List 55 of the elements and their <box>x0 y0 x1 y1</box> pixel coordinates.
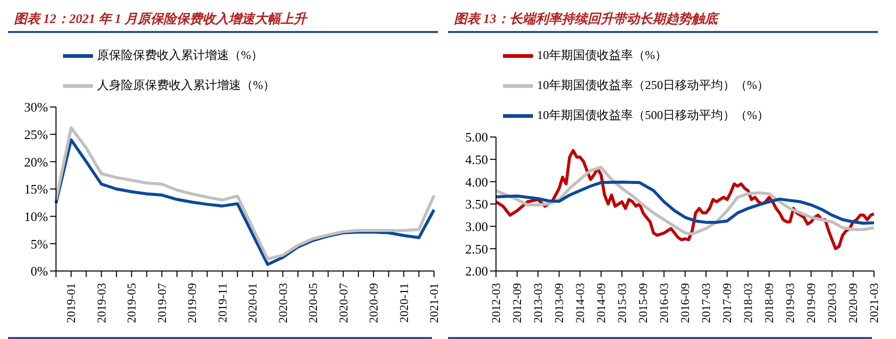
x-tick-label: 2013-03 <box>530 283 545 323</box>
x-tick-label: 2020-11 <box>396 283 411 323</box>
x-tick-label: 2019-09 <box>185 283 200 323</box>
legend-label: 10年期国债收益率（250日移动平均）（%） <box>537 78 769 92</box>
legend-label: 10年期国债收益率（%） <box>537 48 667 62</box>
y-tick-label: 5.00 <box>465 130 488 145</box>
legend-label: 人身险原保费收入累计增速（%） <box>97 78 275 92</box>
x-tick-label: 2019-03 <box>94 283 108 323</box>
x-tick-label: 2020-09 <box>846 283 860 323</box>
x-tick-label: 2016-03 <box>657 283 672 323</box>
y-tick-label: 15% <box>24 182 48 197</box>
x-tick-label: 2016-09 <box>678 283 692 323</box>
y-tick-label: 4.50 <box>465 152 488 167</box>
chart-title: 图表 13：长端利率持续回升带动长期趋势触底 <box>448 8 878 33</box>
legend-label: 原保险保费收入累计增速（%） <box>97 48 263 62</box>
x-tick-label: 2020-07 <box>336 283 350 323</box>
y-tick-label: 30% <box>24 100 48 115</box>
x-tick-label: 2017-09 <box>720 283 734 323</box>
chart-title: 图表 12：2021 年 1 月原保险保费收入增速大幅上升 <box>8 8 438 33</box>
y-tick-label: 25% <box>24 126 48 142</box>
x-tick-label: 2014-03 <box>572 283 587 323</box>
y-tick-label: 2.50 <box>465 241 488 256</box>
y-tick-label: 3.50 <box>465 196 488 212</box>
x-tick-label: 2018-03 <box>740 283 755 323</box>
y-tick-label: 2.00 <box>465 264 488 279</box>
x-tick-label: 2012-03 <box>489 283 503 323</box>
x-tick-label: 2019-03 <box>782 283 797 323</box>
y-tick-label: 10% <box>24 208 48 224</box>
x-tick-label: 2020-09 <box>366 283 381 323</box>
x-tick-label: 2014-09 <box>594 283 608 323</box>
x-tick-label: 2019-01 <box>64 283 78 323</box>
y-tick-label: 3.00 <box>465 218 488 234</box>
x-tick-label: 2019-05 <box>124 283 139 323</box>
line-series <box>496 180 874 225</box>
x-tick-label: 2013-09 <box>552 283 566 323</box>
line-series <box>496 166 874 236</box>
x-tick-label: 2019-11 <box>215 283 230 323</box>
x-tick-label: 2020-01 <box>246 283 260 323</box>
x-tick-label: 2020-05 <box>306 283 320 323</box>
y-tick-label: 4.00 <box>465 174 488 190</box>
x-tick-label: 2020-03 <box>276 283 290 323</box>
y-tick-label: 0% <box>30 264 48 279</box>
x-tick-label: 2015-03 <box>614 283 629 323</box>
y-tick-label: 20% <box>24 154 48 170</box>
x-tick-label: 2019-09 <box>804 283 818 323</box>
x-tick-label: 2017-03 <box>698 283 713 323</box>
x-tick-label: 2021-03 <box>867 283 881 323</box>
x-tick-label: 2020-03 <box>825 283 840 323</box>
x-tick-label: 2012-09 <box>510 283 524 323</box>
x-tick-label: 2015-09 <box>636 283 650 323</box>
legend-label: 10年期国债收益率（500日移动平均）（%） <box>537 108 769 122</box>
x-tick-label: 2021-01 <box>427 283 441 323</box>
x-tick-label: 2019-07 <box>154 283 169 323</box>
x-tick-label: 2018-09 <box>762 283 776 323</box>
y-tick-label: 5% <box>30 236 48 252</box>
